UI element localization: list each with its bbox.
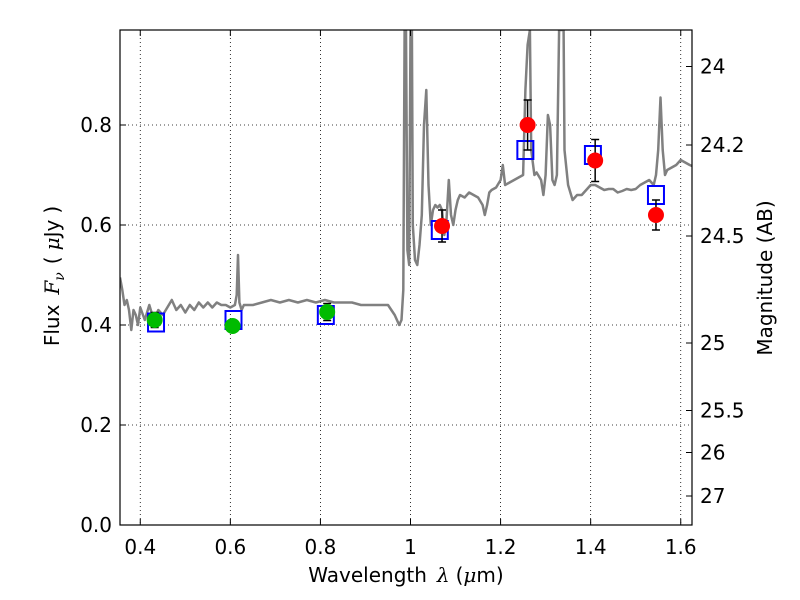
model-photometry-square	[516, 140, 535, 160]
observed-data-point	[146, 312, 163, 328]
y-tick-label: 0.4	[80, 313, 112, 337]
magnitude-axis-title: Magnitude (AB)	[753, 200, 777, 355]
y-tick-label: 0.6	[80, 213, 112, 237]
y-tick-label: 0.8	[80, 113, 112, 137]
plot-frame	[119, 29, 693, 526]
x-tick-label: 1.6	[665, 535, 697, 559]
y-axis-title: FluxFν(μJy)	[40, 206, 68, 346]
magnitude-tick-label: 26	[700, 441, 725, 465]
y-tick-label: 0.0	[80, 513, 112, 537]
x-tick-label: 0.8	[305, 535, 337, 559]
magnitude-tick-label: 27	[700, 484, 725, 508]
x-tick-label: 1.4	[575, 535, 607, 559]
observed-data-point	[647, 207, 664, 223]
spectrum-layer	[120, 30, 692, 332]
x-axis-title: Wavelength λ (μm)	[308, 563, 503, 587]
magnitude-tick-label: 24.2	[700, 133, 745, 157]
observed-data-point	[519, 117, 536, 133]
observed-data-point	[224, 318, 241, 334]
marker-layer	[146, 99, 665, 334]
magnitude-axis: 24 24.2 24.5 25 25.5 26 27	[686, 55, 745, 508]
x-tick-label: 0.6	[214, 535, 246, 559]
observed-data-point	[434, 218, 451, 234]
grid	[120, 30, 692, 525]
y-tick-label: 0.2	[80, 413, 112, 437]
x-tick-label: 0.4	[124, 535, 156, 559]
magnitude-tick-label: 25	[700, 331, 725, 355]
x-axis: 0.4 0.6 0.8 1 1.2 1.4 1.6	[124, 30, 697, 559]
observed-data-point	[319, 304, 336, 320]
spectrum-line	[120, 30, 692, 332]
x-tick-label: 1	[404, 535, 417, 559]
y-axis: 0.0 0.2 0.4 0.6 0.8	[80, 113, 126, 537]
magnitude-tick-label: 24	[700, 55, 725, 79]
magnitude-tick-label: 24.5	[700, 224, 745, 248]
x-tick-label: 1.2	[485, 535, 517, 559]
observed-data-point	[587, 152, 604, 169]
magnitude-tick-label: 25.5	[700, 399, 745, 423]
